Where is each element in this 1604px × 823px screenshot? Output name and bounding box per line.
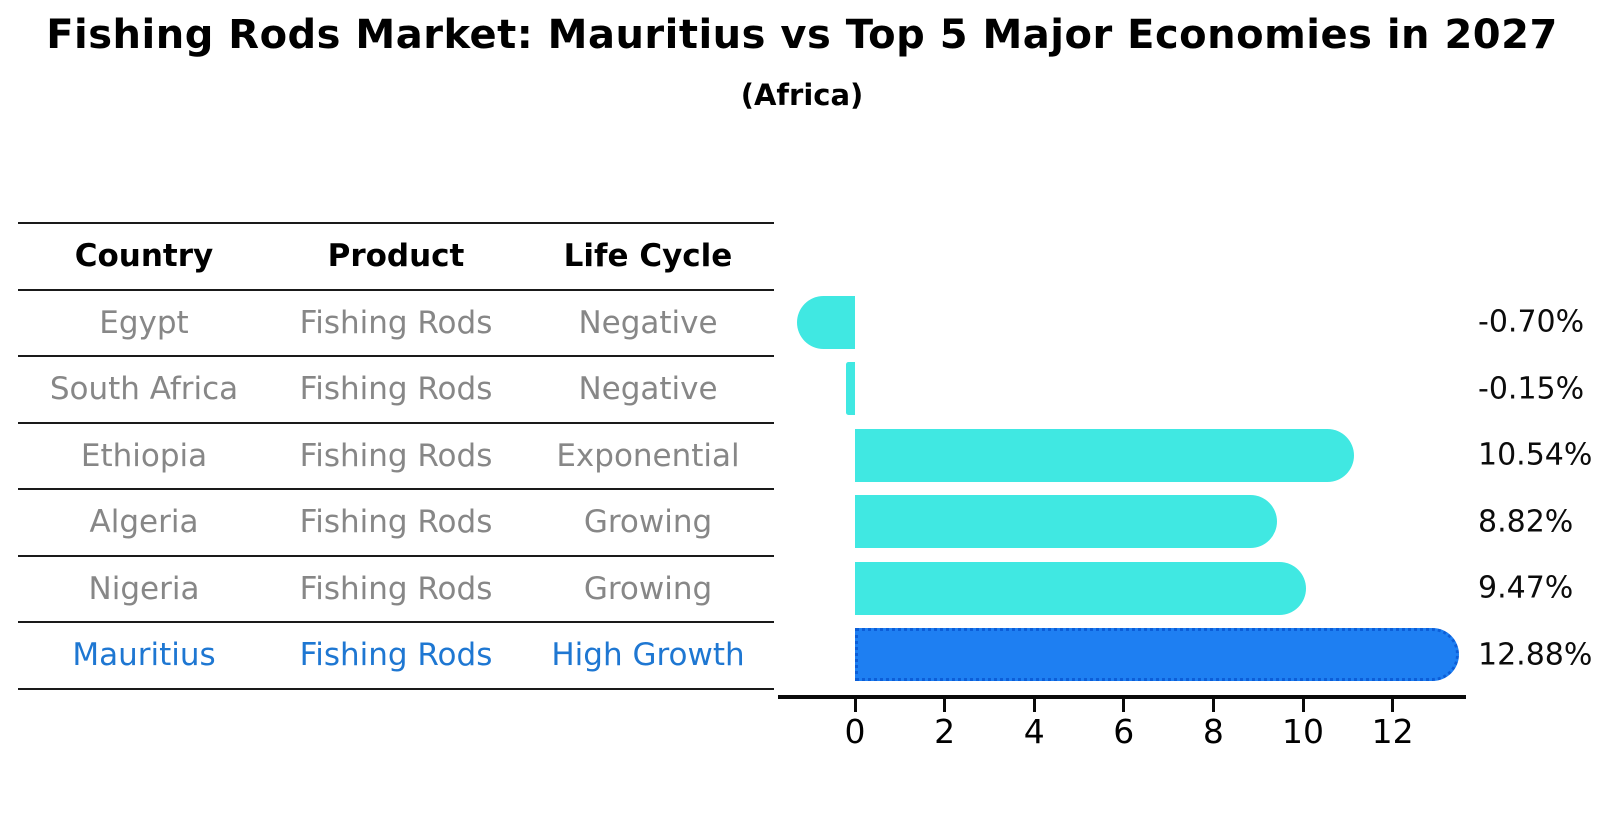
table-row-nigeria: Nigeria Fishing Rods Growing — [18, 554, 774, 622]
x-tick-10 — [1301, 699, 1305, 712]
bar-south-africa — [845, 362, 855, 415]
chart-title: Fishing Rods Market: Mauritius vs Top 5 … — [46, 12, 1558, 58]
product-cell: Fishing Rods — [299, 304, 493, 341]
table-header-country: Country — [74, 238, 214, 275]
country-cell: Algeria — [89, 504, 199, 541]
life-cycle-cell: High Growth — [551, 637, 745, 674]
life-cycle-cell: Growing — [583, 570, 713, 607]
value-label-algeria: 8.82% — [1478, 504, 1574, 539]
country-cell: South Africa — [49, 371, 239, 408]
life-cycle-cell: Exponential — [556, 437, 740, 474]
table-row-egypt: Egypt Fishing Rods Negative — [18, 288, 774, 356]
table-row-ethiopia: Ethiopia Fishing Rods Exponential — [18, 421, 774, 489]
table-row-algeria: Algeria Fishing Rods Growing — [18, 488, 774, 555]
life-cycle-cell: Negative — [578, 371, 718, 408]
country-cell: Egypt — [99, 304, 189, 341]
x-tick-label-10: 10 — [1282, 712, 1324, 751]
life-cycle-cell: Growing — [583, 504, 713, 541]
comparison-table: Country Product Life Cycle Egypt Fishing Rod… — [18, 222, 774, 690]
life-cycle-cell: Negative — [578, 304, 718, 341]
value-label-south-africa: -0.15% — [1478, 371, 1585, 406]
x-tick-6 — [1122, 699, 1126, 712]
x-tick-4 — [1032, 699, 1036, 712]
x-tick-0 — [853, 699, 857, 712]
bar-ethiopia — [855, 428, 1355, 482]
x-tick-label-8: 8 — [1202, 712, 1224, 751]
x-tick-8 — [1211, 699, 1215, 712]
x-axis-line — [778, 695, 1466, 699]
table-row-mauritius: Mauritius Fishing Rods High Growth — [18, 621, 774, 690]
product-cell: Fishing Rods — [299, 504, 493, 541]
table-row-south-africa: South Africa Fishing Rods Negative — [18, 355, 774, 422]
table-header-product: Product — [327, 238, 465, 275]
value-label-nigeria: 9.47% — [1478, 570, 1574, 606]
country-cell: Ethiopia — [80, 437, 208, 474]
x-tick-2 — [943, 699, 947, 712]
x-tick-label-4: 4 — [1023, 712, 1045, 751]
x-tick-label-12: 12 — [1371, 712, 1414, 751]
country-cell: Nigeria — [88, 570, 200, 607]
bar-nigeria — [855, 561, 1307, 615]
product-cell: Fishing Rods — [299, 637, 493, 674]
value-label-egypt: -0.70% — [1478, 304, 1585, 340]
country-cell: Mauritius — [72, 637, 216, 674]
x-tick-12 — [1391, 699, 1395, 712]
table-header-life-cycle: Life Cycle — [563, 238, 733, 275]
value-label-ethiopia: 10.54% — [1478, 437, 1593, 473]
bar-algeria — [855, 495, 1278, 548]
bar-mauritius — [855, 628, 1460, 681]
bar-egypt — [796, 295, 855, 349]
chart-subtitle: (Africa) — [740, 78, 864, 112]
value-label-mauritius: 12.88% — [1478, 637, 1593, 672]
x-tick-label-2: 2 — [934, 712, 956, 751]
product-cell: Fishing Rods — [299, 437, 493, 474]
product-cell: Fishing Rods — [299, 371, 493, 408]
product-cell: Fishing Rods — [299, 570, 493, 607]
x-tick-label-0: 0 — [844, 712, 866, 751]
table-header-row: Country Product Life Cycle — [18, 222, 774, 289]
x-tick-label-6: 6 — [1113, 712, 1135, 751]
